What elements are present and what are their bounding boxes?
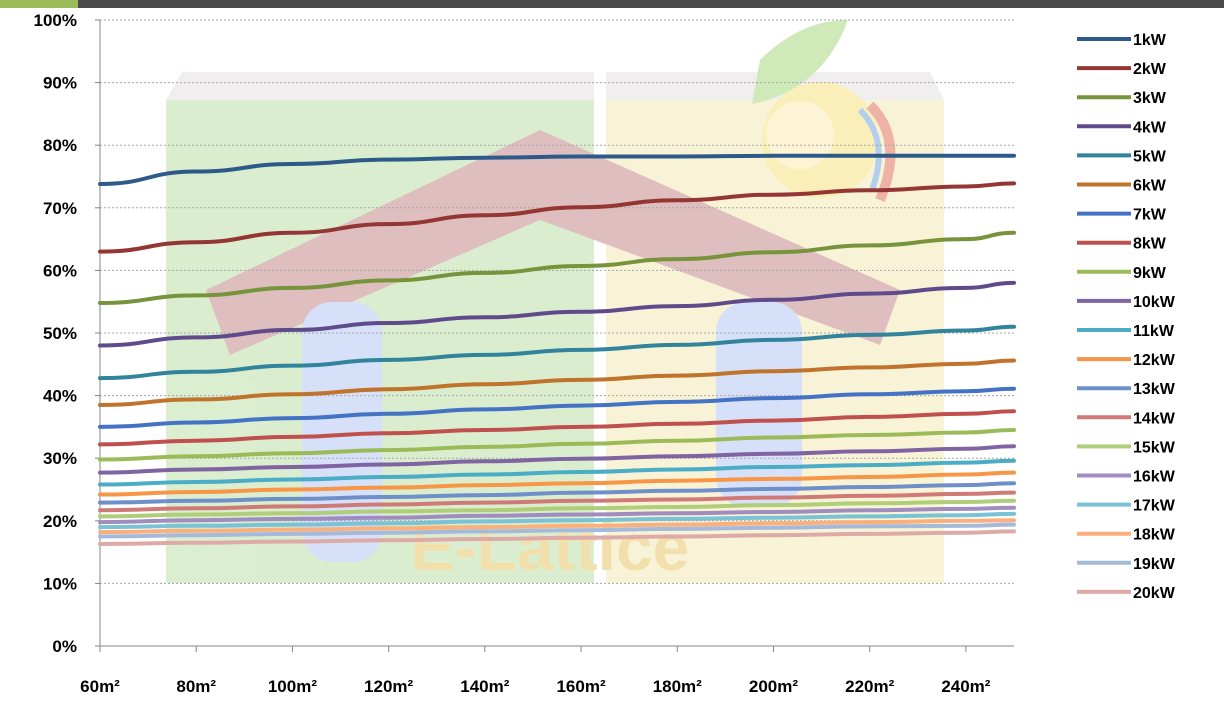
legend-label: 8kW <box>1133 236 1167 253</box>
legend-label: 4kW <box>1133 119 1167 136</box>
y-tick-label: 40% <box>43 387 77 406</box>
series-line-7kW <box>98 386 1016 429</box>
legend-label: 10kW <box>1133 294 1176 311</box>
series-line-14kW <box>98 490 1016 513</box>
y-tick-label: 50% <box>43 324 77 343</box>
y-tick-label: 80% <box>43 136 77 155</box>
x-tick-label: 100m² <box>268 677 317 696</box>
series-line-19kW <box>98 522 1016 539</box>
x-tick-label: 60m² <box>80 677 120 696</box>
series-line-20kW <box>98 529 1016 546</box>
legend: 1kW 2kW 3kW 4kW 5kW 6kW 7kW 8kW 9kW 10kW 11kW 12kW 1… <box>1077 32 1176 602</box>
series-line-2kW <box>98 181 1016 254</box>
series-line-13kW <box>98 481 1016 505</box>
series-line-11kW <box>98 458 1016 487</box>
top-bar <box>0 0 1224 8</box>
y-tick-label: 70% <box>43 199 77 218</box>
x-tick-label: 180m² <box>653 677 702 696</box>
axes: 0% 10% 20% 30% 40% 50% 60% 70% 80% 90% 100% 60m² 80m… <box>34 11 1014 696</box>
legend-label: 12kW <box>1133 352 1176 369</box>
x-tick-label: 220m² <box>845 677 894 696</box>
legend-label: 15kW <box>1133 439 1176 456</box>
x-tick-label: 240m² <box>941 677 990 696</box>
series-line-5kW <box>98 324 1016 381</box>
series-line-16kW <box>98 505 1016 525</box>
legend-label: 17kW <box>1133 498 1176 515</box>
legend-label: 18kW <box>1133 527 1176 544</box>
legend-label: 14kW <box>1133 410 1176 427</box>
legend-label: 5kW <box>1133 148 1167 165</box>
series-line-18kW <box>98 518 1016 535</box>
legend-label: 9kW <box>1133 265 1167 282</box>
series-line-3kW <box>98 230 1016 305</box>
legend-label: 16kW <box>1133 469 1176 486</box>
series-line-12kW <box>98 470 1016 497</box>
x-tick-label: 120m² <box>364 677 413 696</box>
series-line-6kW <box>98 358 1016 407</box>
legend-label: 20kW <box>1133 585 1176 602</box>
series-line-4kW <box>98 280 1016 348</box>
legend-label: 3kW <box>1133 90 1167 107</box>
legend-label: 7kW <box>1133 207 1167 224</box>
legend-label: 11kW <box>1133 323 1175 340</box>
series-line-8kW <box>98 409 1016 447</box>
x-tick-label: 200m² <box>749 677 798 696</box>
x-tick-label: 160m² <box>556 677 605 696</box>
top-bar-accent <box>0 0 78 8</box>
series-line-17kW <box>98 511 1016 530</box>
y-tick-label: 90% <box>43 74 77 93</box>
y-tick-label: 20% <box>43 512 77 531</box>
y-tick-label: 60% <box>43 261 77 280</box>
legend-label: 1kW <box>1133 32 1167 49</box>
legend-label: 6kW <box>1133 178 1167 195</box>
series-line-9kW <box>98 428 1016 462</box>
series-line-1kW <box>98 153 1016 186</box>
y-tick-label: 30% <box>43 449 77 468</box>
legend-label: 19kW <box>1133 556 1176 573</box>
y-tick-label: 0% <box>52 637 77 656</box>
y-tick-label: 100% <box>34 11 77 30</box>
series-line-15kW <box>98 498 1016 519</box>
series-lines <box>98 153 1016 546</box>
y-tick-label: 10% <box>43 574 77 593</box>
legend-label: 13kW <box>1133 381 1176 398</box>
series-line-10kW <box>98 444 1016 475</box>
x-tick-label: 80m² <box>176 677 216 696</box>
x-tick-label: 140m² <box>460 677 509 696</box>
legend-label: 2kW <box>1133 61 1167 78</box>
